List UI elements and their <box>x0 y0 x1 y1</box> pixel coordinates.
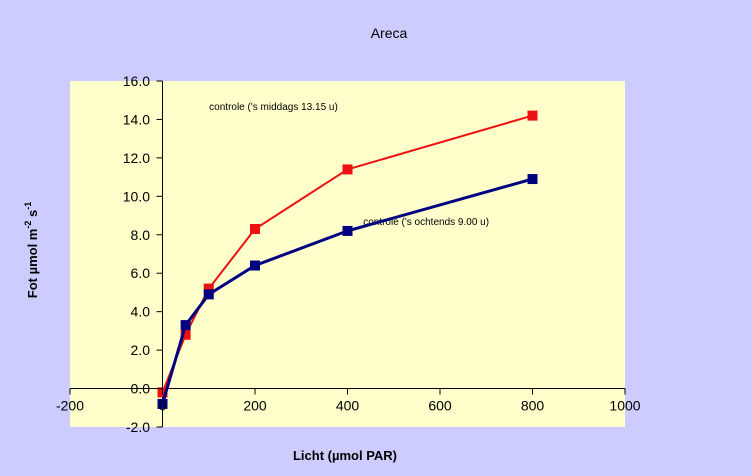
series-2-point <box>203 289 214 300</box>
x-tick-label: 1000 <box>609 398 640 414</box>
y-tick-label: 8.0 <box>131 227 151 243</box>
series-line-1 <box>161 114 533 393</box>
y-tick-label: 2.0 <box>131 342 151 358</box>
y-axis-label-sup1: -2 <box>23 221 33 229</box>
y-tick-label: 10.0 <box>123 188 150 204</box>
y-tick-label: 12.0 <box>123 150 150 166</box>
x-tick-label: 200 <box>243 398 267 414</box>
series-annotation: controle ('s ochtends 9.00 u) <box>363 217 489 228</box>
series-2-point <box>250 260 260 271</box>
y-axis-label-sup2: -1 <box>23 202 33 210</box>
y-axis-label: Fot µmol m-2 s-1 <box>23 202 40 298</box>
x-tick-label: 400 <box>336 398 360 414</box>
x-tick-label: 600 <box>428 398 452 414</box>
y-tick-label: 0.0 <box>131 381 151 397</box>
x-tick-label: 800 <box>521 398 545 414</box>
series-annotation: controle ('s middags 13.15 u) <box>209 102 338 113</box>
y-axis-label-mid: s <box>25 210 40 221</box>
series-1-point <box>250 224 260 235</box>
y-tick-label: -2.0 <box>126 419 150 435</box>
series-2-point <box>180 320 191 331</box>
series-2-point <box>342 225 353 236</box>
series-1-point <box>527 110 538 121</box>
series-2-point <box>527 174 538 185</box>
series-2-point <box>157 398 168 409</box>
plot-area <box>70 81 625 427</box>
series-line-2 <box>161 177 533 405</box>
series-1-point <box>342 164 353 175</box>
x-tick-label: -200 <box>56 398 84 414</box>
y-tick-label: 4.0 <box>131 304 151 320</box>
y-tick-label: 14.0 <box>123 111 150 127</box>
series-1-point <box>203 283 214 294</box>
y-axis-label-main: Fot µmol m <box>25 229 40 299</box>
x-tick-label: 0 <box>159 398 167 414</box>
chart-title: Areca <box>371 25 408 41</box>
x-axis-label: Licht (µmol PAR) <box>293 448 397 463</box>
y-tick-label: 6.0 <box>131 265 151 281</box>
y-tick-label: 16.0 <box>123 73 150 89</box>
series-1-point <box>180 329 191 340</box>
